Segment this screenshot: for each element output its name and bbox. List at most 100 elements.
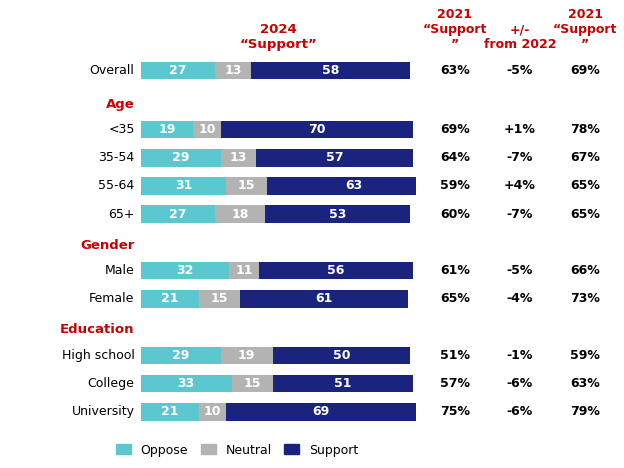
- Text: 69%: 69%: [440, 123, 470, 136]
- Bar: [267, 177, 441, 195]
- Bar: [198, 290, 240, 307]
- Text: College: College: [87, 377, 135, 390]
- Text: 18: 18: [231, 208, 248, 221]
- Text: +1%: +1%: [504, 123, 536, 136]
- Text: 57%: 57%: [440, 377, 470, 390]
- Text: 27: 27: [169, 208, 187, 221]
- Text: 19: 19: [238, 349, 255, 362]
- Text: Overall: Overall: [90, 64, 135, 77]
- Text: 78%: 78%: [570, 123, 600, 136]
- Text: 79%: 79%: [570, 405, 600, 418]
- Text: 15: 15: [210, 292, 228, 306]
- Text: <35: <35: [108, 123, 135, 136]
- Text: 35-54: 35-54: [99, 151, 135, 164]
- Text: 33: 33: [178, 377, 195, 390]
- Text: -1%: -1%: [507, 349, 533, 362]
- Bar: [226, 403, 416, 421]
- Text: -5%: -5%: [507, 64, 533, 77]
- Text: 21: 21: [161, 292, 178, 306]
- Text: 51: 51: [334, 377, 352, 390]
- Text: Age: Age: [106, 98, 135, 110]
- Text: -7%: -7%: [507, 208, 533, 221]
- Text: 53: 53: [329, 208, 346, 221]
- Text: 55-64: 55-64: [99, 180, 135, 192]
- Text: 27: 27: [169, 64, 187, 77]
- Text: 31: 31: [175, 180, 192, 192]
- Bar: [226, 177, 267, 195]
- Text: -6%: -6%: [507, 405, 533, 418]
- Bar: [265, 205, 411, 223]
- Bar: [215, 61, 251, 79]
- Text: 57: 57: [326, 151, 344, 164]
- Bar: [273, 375, 413, 392]
- Bar: [141, 177, 226, 195]
- Text: 15: 15: [238, 180, 255, 192]
- Bar: [229, 262, 259, 279]
- Text: 29: 29: [172, 151, 189, 164]
- Bar: [273, 347, 411, 364]
- Bar: [193, 121, 220, 138]
- Text: Gender: Gender: [80, 239, 135, 252]
- Text: 65%: 65%: [570, 208, 600, 221]
- Text: Female: Female: [89, 292, 135, 306]
- Bar: [251, 61, 411, 79]
- Bar: [141, 61, 215, 79]
- Text: 59%: 59%: [570, 349, 600, 362]
- Bar: [141, 121, 193, 138]
- Text: 73%: 73%: [570, 292, 600, 306]
- Text: 58: 58: [322, 64, 339, 77]
- Text: 10: 10: [198, 123, 215, 136]
- Bar: [259, 262, 413, 279]
- Bar: [220, 149, 256, 167]
- Text: 11: 11: [235, 264, 253, 277]
- Text: 59%: 59%: [440, 180, 470, 192]
- Text: 2021
“Support
”: 2021 “Support ”: [422, 8, 487, 51]
- Text: 65+: 65+: [108, 208, 135, 221]
- Text: 67%: 67%: [570, 151, 600, 164]
- Bar: [232, 375, 273, 392]
- Bar: [220, 347, 273, 364]
- Text: 51%: 51%: [440, 349, 470, 362]
- Text: High school: High school: [62, 349, 135, 362]
- Text: 2024
“Support”: 2024 “Support”: [240, 23, 317, 51]
- Bar: [256, 149, 413, 167]
- Text: 69: 69: [313, 405, 329, 418]
- Text: 61: 61: [315, 292, 333, 306]
- Text: +/-
from 2022: +/- from 2022: [484, 23, 556, 51]
- Text: 29: 29: [172, 349, 189, 362]
- Text: 60%: 60%: [440, 208, 470, 221]
- Text: 63%: 63%: [440, 64, 470, 77]
- Text: 56: 56: [328, 264, 345, 277]
- Text: 21: 21: [161, 405, 178, 418]
- Text: 13: 13: [224, 64, 241, 77]
- Bar: [141, 262, 229, 279]
- Bar: [141, 403, 198, 421]
- Text: 66%: 66%: [570, 264, 600, 277]
- Bar: [141, 347, 220, 364]
- Text: 75%: 75%: [440, 405, 470, 418]
- Bar: [141, 375, 232, 392]
- Text: 19: 19: [158, 123, 175, 136]
- Text: 10: 10: [203, 405, 221, 418]
- Text: 69%: 69%: [570, 64, 600, 77]
- Bar: [220, 121, 413, 138]
- Text: 64%: 64%: [440, 151, 470, 164]
- Bar: [141, 149, 220, 167]
- Text: University: University: [72, 405, 135, 418]
- Bar: [141, 290, 198, 307]
- Bar: [215, 205, 265, 223]
- Text: 65%: 65%: [570, 180, 600, 192]
- Bar: [198, 403, 226, 421]
- Legend: Oppose, Neutral, Support: Oppose, Neutral, Support: [110, 439, 364, 462]
- Text: 50: 50: [333, 349, 351, 362]
- Text: Education: Education: [60, 323, 135, 336]
- Text: Male: Male: [105, 264, 135, 277]
- Text: -7%: -7%: [507, 151, 533, 164]
- Bar: [141, 205, 215, 223]
- Text: 65%: 65%: [440, 292, 470, 306]
- Text: 70: 70: [308, 123, 326, 136]
- Text: 63%: 63%: [570, 377, 600, 390]
- Text: -5%: -5%: [507, 264, 533, 277]
- Text: 32: 32: [176, 264, 193, 277]
- Text: 13: 13: [230, 151, 247, 164]
